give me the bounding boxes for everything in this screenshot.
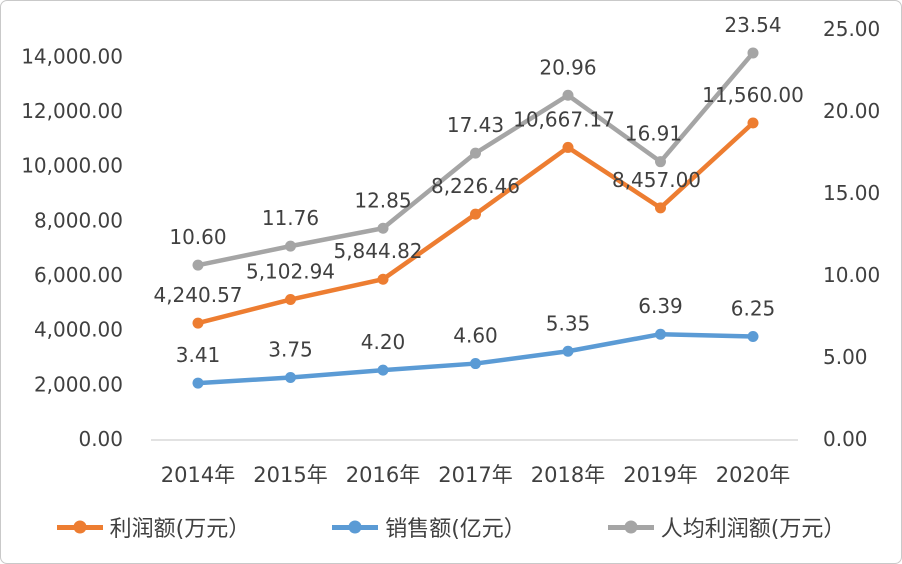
right-axis-tick-label: 25.00 (823, 17, 880, 41)
x-axis-category-label: 2019年 (623, 463, 697, 487)
data-label-0: 8,457.00 (612, 168, 701, 192)
data-label-1: 6.25 (731, 297, 776, 321)
x-axis-category-label: 2020年 (716, 463, 790, 487)
data-label-2: 20.96 (539, 55, 596, 79)
series-marker-2 (747, 47, 759, 59)
left-axis-tick-label: 4,000.00 (34, 318, 123, 342)
legend-item-per-capita-profit: 人均利润额(万元） (607, 511, 846, 543)
series-marker-0 (192, 317, 204, 329)
data-label-2: 10.60 (169, 225, 226, 249)
series-marker-1 (285, 372, 296, 383)
series-marker-1 (747, 331, 759, 342)
series-marker-0 (470, 208, 481, 220)
x-axis-category-label: 2016年 (346, 463, 420, 487)
data-label-0: 5,102.94 (246, 260, 335, 284)
series-marker-1 (562, 345, 574, 357)
legend-line-marker-icon (56, 520, 103, 534)
series-marker-2 (562, 89, 574, 101)
legend-label-profit: 利润额(万元） (109, 517, 251, 542)
series-marker-0 (562, 141, 574, 153)
data-label-2: 17.43 (447, 113, 504, 137)
data-label-2: 16.91 (625, 122, 682, 146)
left-axis-tick-label: 8,000.00 (34, 208, 123, 232)
left-axis-tick-label: 0.00 (78, 427, 123, 451)
series-marker-0 (747, 117, 759, 129)
x-axis-category-label: 2014年 (161, 463, 235, 487)
x-axis-category-label: 2017年 (438, 463, 512, 487)
series-marker-2 (377, 222, 389, 234)
series-marker-0 (655, 202, 666, 214)
data-label-1: 5.35 (546, 311, 591, 335)
series-marker-1 (655, 328, 666, 340)
right-axis-tick-label: 0.00 (823, 427, 868, 451)
series-marker-2 (285, 240, 296, 252)
line-chart-canvas: 0.00 2,000.00 4,000.00 6,000.00 8,000.00 10,0… (21, 13, 880, 487)
legend-item-profit: 利润额(万元） (56, 511, 251, 543)
legend-line-marker-icon (607, 520, 654, 534)
data-label-1: 3.41 (176, 343, 221, 367)
right-axis-tick-label: 10.00 (823, 263, 880, 287)
right-axis-tick-label: 20.00 (823, 99, 880, 123)
left-axis-tick-label: 2,000.00 (34, 372, 123, 396)
data-label-0: 10,667.17 (513, 107, 615, 131)
left-axis-tick-label: 10,000.00 (21, 154, 123, 178)
data-label-2: 12.85 (354, 188, 411, 212)
series-marker-0 (285, 294, 296, 306)
legend-line-marker-icon (332, 520, 379, 534)
left-axis-tick-label: 14,000.00 (21, 44, 123, 68)
right-axis-tick-label: 15.00 (823, 181, 880, 205)
legend-label-sales: 销售额(亿元） (385, 517, 526, 542)
data-label-0: 11,560.00 (702, 83, 804, 107)
data-label-0: 4,240.57 (153, 283, 242, 307)
data-label-2: 23.54 (724, 13, 781, 37)
series-marker-2 (192, 259, 204, 271)
legend-item-sales: 销售额(亿元） (332, 511, 526, 543)
series-marker-1 (377, 364, 389, 376)
series-marker-2 (655, 156, 666, 168)
chart-legend: 利润额(万元） 销售额(亿元） 人均利润额(万元） (1, 511, 901, 543)
data-label-0: 8,226.46 (431, 174, 520, 198)
left-axis-tick-label: 6,000.00 (34, 263, 123, 287)
right-axis-tick-label: 5.00 (823, 345, 868, 369)
data-label-1: 3.75 (268, 338, 313, 362)
x-axis-category-label: 2015年 (253, 463, 327, 487)
series-marker-1 (192, 377, 204, 389)
data-label-1: 6.39 (638, 294, 683, 318)
data-label-0: 5,844.82 (333, 239, 422, 263)
data-label-1: 4.60 (453, 324, 498, 348)
series-line-2 (195, 50, 756, 268)
x-axis-category-label: 2018年 (531, 463, 605, 487)
series-marker-0 (377, 273, 389, 285)
data-label-2: 11.76 (262, 206, 319, 230)
data-label-1: 4.20 (361, 330, 406, 354)
series-marker-2 (470, 147, 481, 159)
series-marker-1 (470, 358, 481, 370)
legend-label-per-capita-profit: 人均利润额(万元） (660, 517, 846, 542)
left-axis-tick-label: 12,000.00 (21, 99, 123, 123)
